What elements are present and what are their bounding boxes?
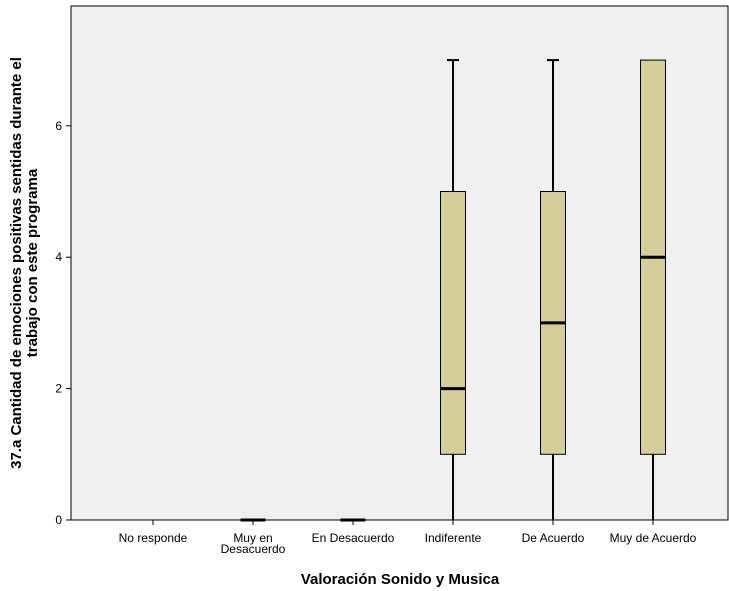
box-4	[540, 59, 566, 520]
x-tick-label: No responde	[119, 531, 188, 545]
y-tick-label: 0	[55, 513, 62, 527]
box-5	[640, 59, 666, 520]
box-marks	[240, 59, 666, 522]
iqr-box	[440, 191, 466, 455]
y-tick-label: 2	[55, 382, 62, 396]
y-axis-title-line2: trabajo con este programa	[24, 168, 41, 357]
plot-area	[70, 5, 729, 521]
y-tick-label: 4	[55, 250, 62, 264]
x-tick-label: Muy de Acuerdo	[610, 531, 697, 545]
x-tick-label: En Desacuerdo	[312, 531, 395, 545]
x-tick-label: Desacuerdo	[221, 542, 286, 556]
x-tick-label: Muy en	[233, 531, 272, 545]
y-axis-title: 37.a Cantidad de emociones positivas sen…	[8, 57, 41, 469]
y-tick-label: 6	[55, 119, 62, 133]
x-axis-title: Valoración Sonido y Musica	[301, 571, 500, 588]
y-axis-title-line1: 37.a Cantidad de emociones positivas sen…	[8, 57, 25, 469]
x-tick-label: De Acuerdo	[522, 531, 585, 545]
box-3	[440, 59, 466, 520]
x-tick-label: Indiferente	[425, 531, 482, 545]
